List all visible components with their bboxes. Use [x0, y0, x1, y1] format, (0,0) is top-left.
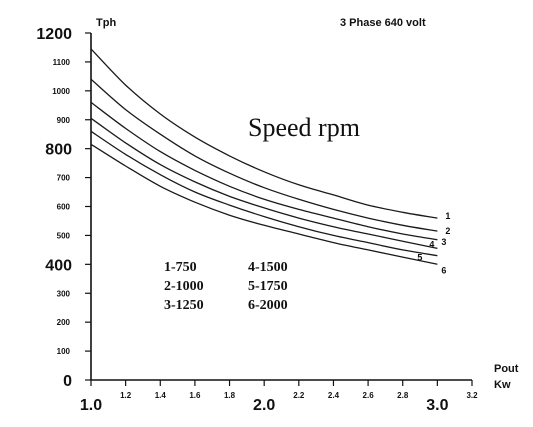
y-tick-label-900: 900	[57, 116, 71, 125]
x-tick-label-2.6: 2.6	[363, 391, 375, 400]
y-tick-label-1100: 1100	[53, 58, 71, 67]
series-line-5	[90, 130, 438, 257]
y-tick-label-500: 500	[57, 231, 71, 240]
series-end-label-4: 4	[429, 239, 434, 249]
x-axis-label-line2: Kw	[494, 379, 511, 391]
legend-entry-6: 6-2000	[248, 298, 288, 313]
axes	[90, 33, 472, 381]
y-tick-label-300: 300	[57, 289, 71, 298]
series-line-4	[90, 117, 438, 250]
x-tick-label-1.2: 1.2	[120, 391, 132, 400]
y-tick-label-1200: 1200	[36, 26, 72, 43]
x-tick-label-3.2: 3.2	[466, 391, 478, 400]
x-tick-label-2.2: 2.2	[293, 391, 305, 400]
y-ticks: 0 100 200 300 400 500 600 700 800 900 1000 1100 1200	[36, 26, 91, 390]
series-line-6	[90, 143, 438, 265]
legend-entry-1: 1-750	[164, 260, 197, 275]
series-end-label-5: 5	[417, 253, 422, 263]
legend: 1-750 4-1500 2-1000 5-1750 3-1250 6-2000	[164, 260, 288, 313]
y-tick-label-100: 100	[57, 347, 71, 356]
legend-entry-5: 5-1750	[248, 279, 288, 294]
x-tick-label-1.4: 1.4	[155, 391, 167, 400]
series-end-label-6: 6	[441, 265, 446, 275]
x-tick-label-2.4: 2.4	[328, 391, 340, 400]
y-tick-label-400: 400	[45, 257, 72, 274]
x-tick-label-1.0: 1.0	[80, 397, 102, 414]
series-line-2	[90, 78, 438, 232]
series-line-3	[90, 101, 438, 241]
x-tick-label-1.6: 1.6	[189, 391, 201, 400]
series-end-label-3: 3	[441, 237, 446, 247]
x-tick-label-2.8: 2.8	[397, 391, 409, 400]
x-tick-label-3.0: 3.0	[426, 397, 448, 414]
chart-title: Speed rpm	[248, 113, 360, 142]
x-axis-label-line1: Pout	[494, 363, 519, 375]
legend-entry-3: 3-1250	[164, 298, 204, 313]
y-tick-label-600: 600	[57, 203, 71, 212]
series-end-label-1: 1	[445, 211, 450, 221]
y-tick-label-0: 0	[63, 373, 72, 390]
legend-entry-4: 4-1500	[248, 260, 288, 275]
x-tick-label-2.0: 2.0	[253, 397, 275, 414]
x-ticks: 1.0 1.2 1.4 1.6 1.8 2.0 2.2 2.4 2.6 2.8 3.0 3.2	[80, 380, 478, 414]
chart-subtitle: 3 Phase 640 volt	[340, 17, 426, 29]
series-end-label-2: 2	[445, 226, 450, 236]
y-tick-label-1000: 1000	[52, 87, 70, 96]
y-tick-label-700: 700	[57, 174, 71, 183]
y-tick-label-800: 800	[45, 142, 72, 159]
series-group	[90, 48, 438, 265]
y-axis-label: Tph	[96, 17, 116, 29]
series-line-1	[90, 48, 438, 219]
legend-entry-2: 2-1000	[164, 279, 204, 294]
x-tick-label-1.8: 1.8	[224, 391, 236, 400]
y-tick-label-200: 200	[57, 318, 71, 327]
